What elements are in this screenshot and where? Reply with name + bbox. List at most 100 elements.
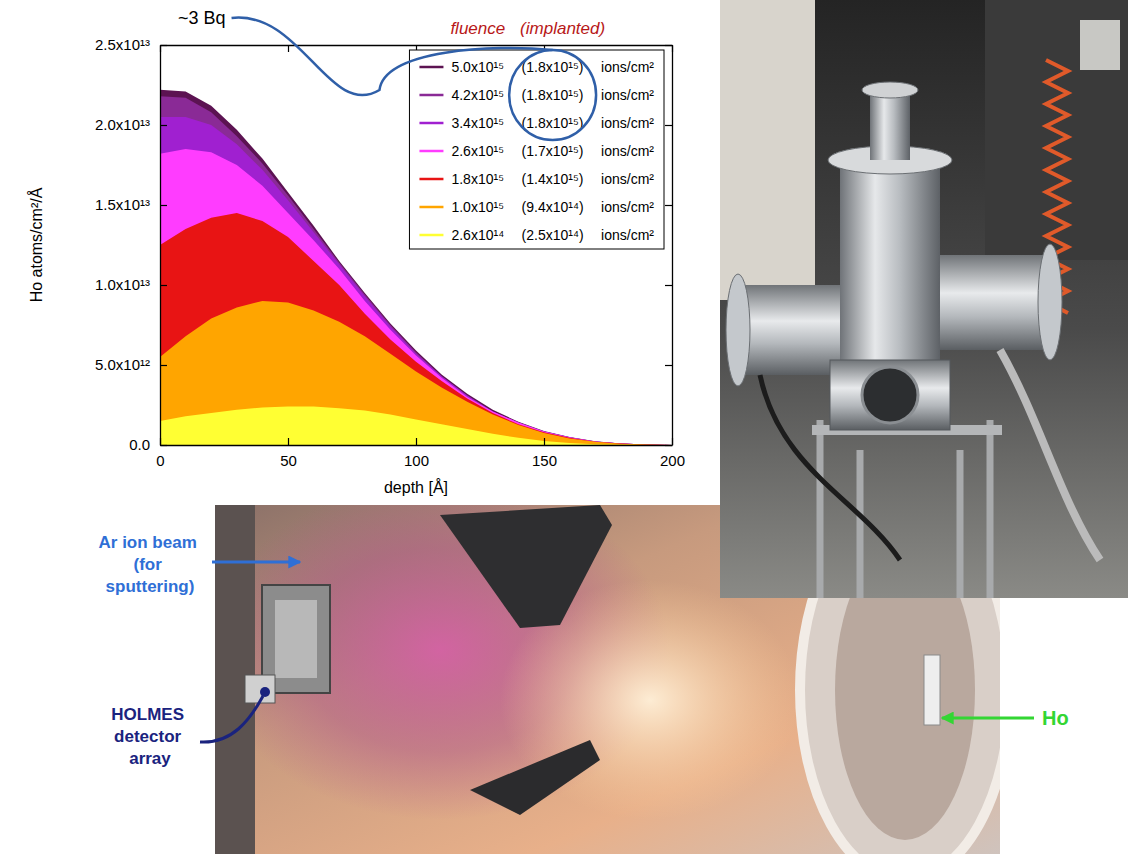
support-frame <box>857 450 864 598</box>
legend-swatch <box>419 150 443 153</box>
turbo-pump <box>830 360 950 430</box>
legend-entry: 1.8x10¹⁵ (1.4x10¹⁵) ions/cm² <box>451 171 654 187</box>
depth-profile-area <box>160 301 672 445</box>
tick-mark <box>672 45 673 52</box>
cable <box>760 375 900 560</box>
plot-background <box>160 45 672 445</box>
top-port-flange <box>862 82 918 98</box>
axis-line <box>672 46 673 446</box>
support-frame <box>987 420 994 598</box>
axis-line <box>161 445 673 446</box>
tick: 100 <box>404 438 429 469</box>
fluence-heading: fluence <box>450 19 505 38</box>
tube-flange <box>726 274 750 386</box>
tick-label: 1.5x10¹³ <box>95 196 150 213</box>
legend-swatch <box>419 122 443 125</box>
photo-background <box>720 0 1128 598</box>
tick-mark <box>288 438 289 445</box>
lab-wall <box>720 0 815 300</box>
tick <box>665 365 672 366</box>
flex-hose <box>1000 350 1100 560</box>
support-frame <box>817 420 824 598</box>
tick-label: 0 <box>156 452 164 469</box>
axis: 0 50 100 150 200 <box>156 438 685 469</box>
x-axis-title: depth [Å] <box>384 478 448 496</box>
beam-label: Ar ion beam (for sputtering) <box>99 533 202 596</box>
tick-mark <box>160 285 167 286</box>
top-port <box>870 90 910 160</box>
tick <box>160 45 161 52</box>
shield-plate <box>440 505 612 628</box>
wall-box <box>1080 20 1120 70</box>
tick-label: 200 <box>660 452 685 469</box>
detector-chip <box>275 600 317 678</box>
tick-label: 5.0x10¹² <box>95 356 150 373</box>
pump-fan <box>862 367 918 423</box>
tick-label: 2.5x10¹³ <box>95 36 150 53</box>
axis <box>665 46 673 446</box>
tick <box>665 125 672 126</box>
annotation-connector <box>232 18 553 96</box>
tick-mark <box>665 365 672 366</box>
tick: 5.0x10¹² <box>95 356 167 373</box>
tick-mark <box>160 125 167 126</box>
axis-line <box>160 46 161 446</box>
tick: 50 <box>280 438 297 469</box>
chamber-tube <box>930 255 1050 350</box>
tick-mark <box>665 125 672 126</box>
support-frame <box>957 450 964 598</box>
activity-annotation: ~3 Bq <box>178 8 226 28</box>
legend-entry: 2.6x10¹⁴ (2.5x10¹⁴) ions/cm² <box>451 227 654 243</box>
legend-swatch <box>419 66 443 69</box>
tick-mark <box>160 438 161 445</box>
detector-pointer <box>200 696 263 742</box>
y-axis-title: Ho atoms/cm²/Å <box>27 187 45 302</box>
tick <box>665 285 672 286</box>
ho-label: Ho <box>1042 707 1069 729</box>
tick-mark <box>160 365 167 366</box>
beam-arrow <box>212 561 300 564</box>
legend-swatch <box>419 206 443 209</box>
tick: 150 <box>532 438 557 469</box>
tick-label: 1.0x10¹³ <box>95 276 150 293</box>
tick-label: 50 <box>280 452 297 469</box>
tick <box>288 45 289 52</box>
tube-flange <box>1038 244 1062 360</box>
setup-photo <box>720 0 1128 598</box>
tick-mark <box>665 205 672 206</box>
detector-pointer-dot <box>260 687 270 697</box>
tick: 1.0x10¹³ <box>95 276 167 293</box>
tick-mark <box>160 205 167 206</box>
depth-profile-area <box>160 407 672 445</box>
tick-label: 0.0 <box>129 436 150 453</box>
tick: 200 <box>660 438 685 469</box>
legend-entry: 5.0x10¹⁵ (1.8x10¹⁵) ions/cm² <box>451 59 654 75</box>
shield-plate <box>470 740 600 815</box>
legend-box <box>409 50 664 249</box>
legend-swatch <box>419 234 443 237</box>
ho-arrow <box>942 717 1034 720</box>
tick: 2.0x10¹³ <box>95 116 167 133</box>
tick-mark <box>672 438 673 445</box>
tick-mark <box>288 45 289 52</box>
tick-label: 150 <box>532 452 557 469</box>
tick-mark <box>544 438 545 445</box>
tick: 0 <box>156 438 164 469</box>
tick-label: 2.0x10¹³ <box>95 116 150 133</box>
tick: 2.5x10¹³ <box>95 36 167 53</box>
legend-swatch <box>419 94 443 97</box>
tick <box>665 205 672 206</box>
tick-mark <box>160 45 161 52</box>
legend-entry: 2.6x10¹⁵ (1.7x10¹⁵) ions/cm² <box>451 143 654 159</box>
legend-entry: 1.0x10¹⁵ (9.4x10¹⁴) ions/cm² <box>451 199 654 215</box>
tick <box>672 45 673 52</box>
tick: 1.5x10¹³ <box>95 196 167 213</box>
legend-entry: 4.2x10¹⁵ (1.8x10¹⁵) ions/cm² <box>451 87 654 103</box>
tick-label: 100 <box>404 452 429 469</box>
detector-label: HOLMES detector array <box>111 705 188 768</box>
legend-entry: 3.4x10¹⁵ (1.8x10¹⁵) ions/cm² <box>451 115 654 131</box>
legend: 5.0x10¹⁵ (1.8x10¹⁵) ions/cm² 4.2x10¹⁵ (1.… <box>409 50 664 249</box>
highlight-circle <box>509 50 596 140</box>
tick-mark <box>665 285 672 286</box>
slide: Ar ion beam (for sputtering) HOLMES detec… <box>0 0 1128 854</box>
